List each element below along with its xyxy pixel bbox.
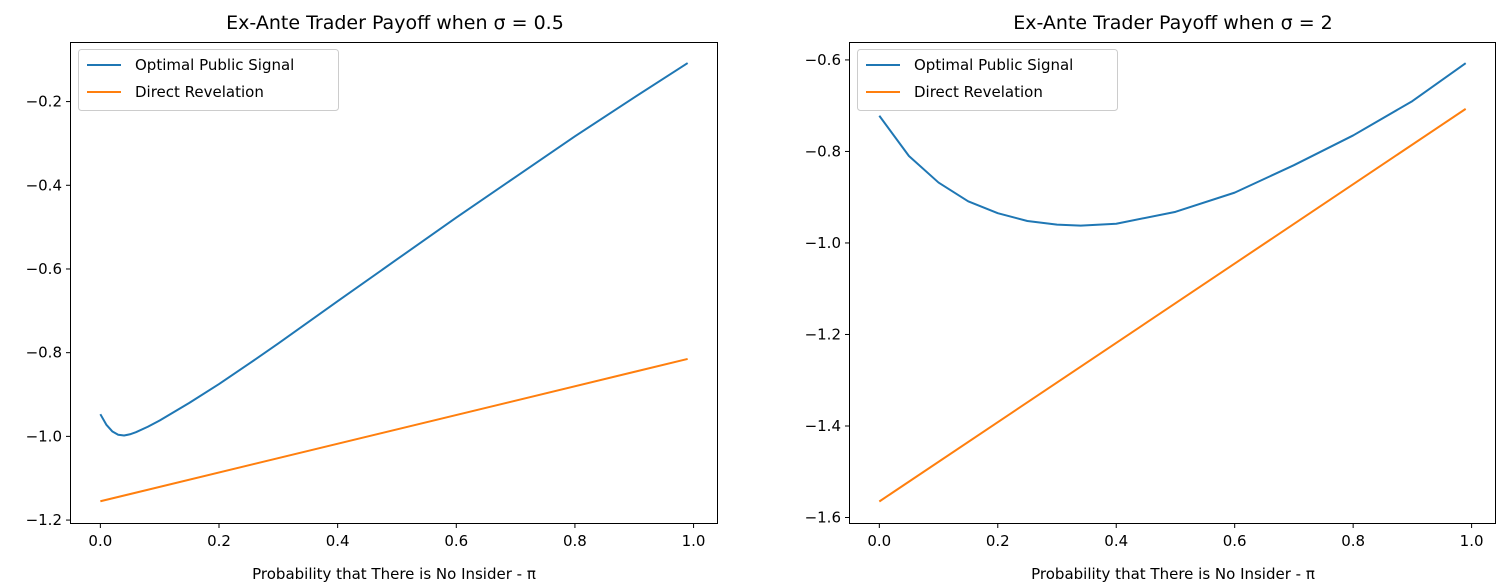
x-tick-label: 0.8	[1341, 532, 1365, 550]
legend: Optimal Public Signal Direct Revelation	[78, 49, 339, 111]
x-axis: 0.0 0.2 0.4 0.6 0.8 1.0	[88, 523, 705, 550]
x-tick-label: 0.0	[867, 532, 891, 550]
y-axis: −1.2 −1.0 −0.8 −0.6 −0.4 −0.2	[26, 93, 71, 529]
y-tick-label: −0.4	[26, 176, 62, 194]
x-tick-label: 0.2	[986, 532, 1010, 550]
y-tick-label: −0.8	[805, 142, 841, 160]
legend-label-optimal: Optimal Public Signal	[914, 56, 1073, 74]
x-tick-label: 0.2	[207, 532, 231, 550]
y-tick-label: −0.6	[805, 51, 841, 69]
chart-right: Ex-Ante Trader Payoff when σ = 2 0.0 0.2 0…	[805, 12, 1496, 583]
plot-frame	[70, 42, 718, 524]
legend-label-direct: Direct Revelation	[914, 83, 1043, 101]
optimal-public-signal-line	[878, 62, 1467, 227]
chart-title: Ex-Ante Trader Payoff when σ = 0.5	[226, 12, 564, 34]
x-tick-label: 0.6	[444, 532, 468, 550]
y-tick-label: −1.2	[26, 511, 62, 529]
x-axis-label: Probability that There is No Insider - π	[1031, 565, 1315, 583]
x-tick-label: 0.6	[1223, 532, 1247, 550]
x-axis-label: Probability that There is No Insider - π	[252, 565, 536, 583]
y-tick-label: −1.0	[805, 234, 841, 252]
direct-revelation-line	[878, 108, 1467, 503]
optimal-public-signal-line	[99, 62, 689, 437]
y-tick-label: −0.6	[26, 260, 62, 278]
y-tick-label: −0.8	[26, 344, 62, 362]
x-axis: 0.0 0.2 0.4 0.6 0.8 1.0	[867, 523, 1484, 550]
x-tick-label: 0.4	[326, 532, 350, 550]
x-tick-label: 0.8	[563, 532, 587, 550]
x-tick-label: 0.0	[88, 532, 112, 550]
x-tick-label: 1.0	[1460, 532, 1484, 550]
series-layer	[878, 62, 1467, 503]
y-axis: −1.6 −1.4 −1.2 −1.0 −0.8 −0.6	[805, 51, 850, 527]
direct-revelation-line	[100, 357, 688, 503]
y-tick-label: −1.2	[805, 325, 841, 343]
y-tick-label: −1.6	[805, 509, 841, 527]
legend: Optimal Public Signal Direct Revelation	[857, 49, 1118, 111]
series-layer	[99, 62, 689, 503]
y-tick-label: −0.2	[26, 93, 62, 111]
x-tick-label: 1.0	[682, 532, 706, 550]
plot-frame	[849, 42, 1496, 524]
legend-box	[78, 49, 339, 111]
y-tick-label: −1.4	[805, 417, 841, 435]
chart-left: Ex-Ante Trader Payoff when σ = 0.5 0.0 0.…	[26, 12, 718, 583]
legend-box	[857, 49, 1118, 111]
chart-title: Ex-Ante Trader Payoff when σ = 2	[1013, 12, 1333, 34]
legend-label-optimal: Optimal Public Signal	[135, 56, 294, 74]
x-tick-label: 0.4	[1104, 532, 1128, 550]
y-tick-label: −1.0	[26, 427, 62, 445]
legend-label-direct: Direct Revelation	[135, 83, 264, 101]
